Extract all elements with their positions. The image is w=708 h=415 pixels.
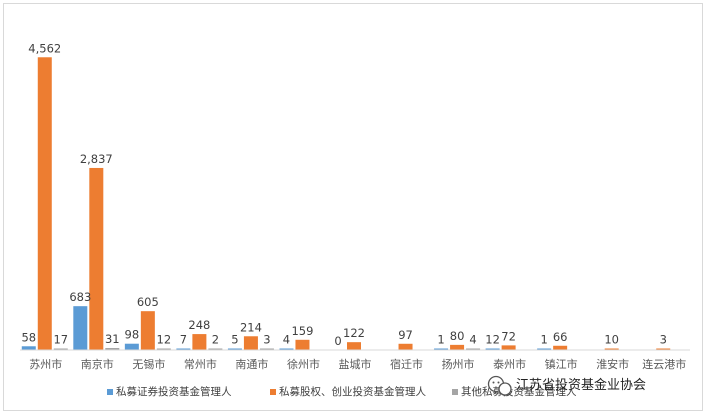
value-label: 98	[125, 328, 140, 342]
bar-2-南京市	[89, 167, 104, 350]
bar-3-常州市	[208, 348, 223, 350]
legend-swatch	[452, 389, 458, 395]
bar-3-苏州市	[53, 348, 68, 350]
value-label: 122	[343, 326, 365, 340]
value-label: 4	[469, 333, 476, 347]
wechat-icon	[487, 375, 512, 396]
category-label: 徐州市	[287, 357, 320, 371]
bar-1-泰州市	[485, 348, 500, 350]
value-label: 1	[437, 333, 444, 347]
bar-2-淮安市	[604, 348, 619, 350]
value-label: 12	[485, 333, 500, 347]
bar-1-常州市	[176, 348, 191, 350]
bar-2-苏州市	[37, 57, 52, 350]
bar-2-连云港市	[656, 348, 671, 350]
bars-layer	[21, 57, 671, 350]
value-label: 66	[553, 330, 568, 344]
bar-2-泰州市	[501, 345, 516, 350]
legend-swatch	[270, 389, 276, 395]
bar-2-盐城市	[347, 342, 361, 350]
value-label: 12	[157, 333, 172, 347]
category-label: 常州市	[184, 357, 217, 371]
bar-2-南通市	[243, 336, 258, 350]
bar-3-南京市	[105, 348, 120, 350]
value-label: 4,562	[28, 41, 61, 55]
category-label: 苏州市	[29, 357, 62, 371]
bar-3-无锡市	[156, 348, 171, 350]
legend-swatch	[107, 389, 113, 395]
legend-label: 私募股权、创业投资基金管理人	[279, 385, 426, 398]
bar-2-常州市	[192, 334, 207, 350]
bar-3-扬州市	[466, 348, 481, 350]
bar-1-扬州市	[434, 348, 449, 350]
category-label: 扬州市	[442, 357, 475, 371]
bar-2-镇江市	[553, 345, 568, 350]
value-label: 159	[291, 324, 313, 338]
watermark: 江苏省投资基金业协会	[487, 375, 646, 396]
value-label: 214	[240, 320, 262, 334]
value-label: 5	[231, 333, 238, 347]
value-label: 17	[53, 333, 68, 347]
bar-1-苏州市	[21, 346, 36, 350]
value-label: 97	[398, 328, 413, 342]
category-label: 南通市	[235, 357, 268, 371]
legend-label: 私募证券投资基金管理人	[116, 385, 232, 398]
value-label: 31	[105, 332, 120, 346]
category-label: 泰州市	[493, 357, 526, 371]
value-label: 10	[604, 333, 619, 347]
value-label: 3	[263, 333, 270, 347]
value-label: 1	[540, 333, 547, 347]
watermark-text: 江苏省投资基金业协会	[516, 377, 646, 393]
category-label: 镇江市	[545, 357, 578, 371]
value-label: 0	[334, 334, 341, 348]
bar-2-徐州市	[295, 339, 310, 350]
value-label: 605	[137, 295, 159, 309]
value-label: 683	[69, 290, 91, 304]
category-label: 南京市	[81, 357, 114, 371]
value-label: 3	[660, 333, 667, 347]
bar-1-无锡市	[124, 343, 139, 350]
value-label: 2	[212, 333, 219, 347]
value-label: 72	[501, 329, 516, 343]
bar-2-无锡市	[140, 311, 155, 350]
value-label: 2,837	[80, 152, 113, 166]
bar-2-宿迁市	[398, 343, 413, 350]
category-label: 连云港市	[642, 357, 686, 371]
bar-3-南通市	[259, 348, 274, 350]
category-labels-layer: 苏州市 南京市 无锡市 常州市 南通市 徐州市 盐城市 宿迁市 扬州市 泰州市 镇江市 淮安市 连云港市	[29, 357, 686, 371]
bar-1-南通市	[227, 348, 242, 350]
value-label: 58	[21, 330, 36, 344]
category-label: 盐城市	[339, 357, 372, 371]
bar-1-镇江市	[537, 348, 552, 350]
value-label: 80	[450, 329, 465, 343]
category-label: 淮安市	[596, 357, 629, 371]
value-label: 7	[180, 333, 187, 347]
value-label: 4	[283, 333, 290, 347]
value-label: 248	[188, 318, 210, 332]
category-label: 无锡市	[132, 357, 165, 371]
category-label: 宿迁市	[390, 357, 423, 371]
bar-1-南京市	[73, 306, 88, 350]
bar-1-徐州市	[279, 348, 294, 350]
bar-2-扬州市	[450, 344, 465, 350]
